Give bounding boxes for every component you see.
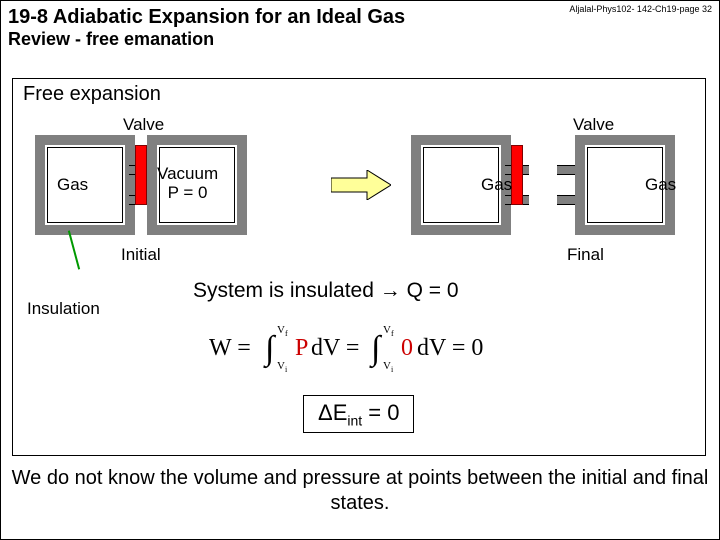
gas-label-2: Gas xyxy=(481,175,512,195)
content-box: Free expansion Valve Gas Vacuum P = 0 In… xyxy=(12,78,706,456)
final-label: Final xyxy=(567,245,604,265)
svg-text:i: i xyxy=(285,365,288,373)
svg-text:V: V xyxy=(383,324,391,336)
valve-label-left: Valve xyxy=(123,115,164,135)
gas-label-1: Gas xyxy=(57,175,88,195)
svg-text:dV = 0: dV = 0 xyxy=(417,335,483,361)
title-sub: Review - free emanation xyxy=(8,29,405,50)
insulation-line xyxy=(68,230,80,269)
title-block: 19-8 Adiabatic Expansion for an Ideal Ga… xyxy=(8,6,405,50)
eint-de: ΔE xyxy=(318,400,347,425)
gas-label-3: Gas xyxy=(645,175,676,195)
transition-arrow xyxy=(331,170,391,200)
svg-text:W =: W = xyxy=(209,335,251,361)
vacuum-label: Vacuum P = 0 xyxy=(157,165,218,202)
eint-sub: int xyxy=(347,412,362,428)
svg-text:f: f xyxy=(285,329,288,338)
vacuum-text: Vacuum xyxy=(157,164,218,183)
insulation-label: Insulation xyxy=(27,299,100,319)
eint-equation: ΔEint = 0 xyxy=(303,395,414,433)
svg-text:V: V xyxy=(277,360,285,372)
section-heading: Free expansion xyxy=(23,83,161,106)
eint-rhs: = 0 xyxy=(362,400,399,425)
p0-text: P = 0 xyxy=(168,183,208,202)
bottom-statement: We do not know the volume and pressure a… xyxy=(0,466,720,516)
initial-label: Initial xyxy=(121,245,161,265)
system-insulated-text: System is insulated → Q = 0 xyxy=(193,279,459,303)
title-main: 19-8 Adiabatic Expansion for an Ideal Ga… xyxy=(8,6,405,29)
svg-text:dV =: dV = xyxy=(311,335,359,361)
svg-text:P: P xyxy=(295,335,308,361)
svg-text:V: V xyxy=(383,360,391,372)
svg-text:∫: ∫ xyxy=(263,330,277,369)
svg-text:V: V xyxy=(277,324,285,336)
svg-text:∫: ∫ xyxy=(369,330,383,369)
svg-text:f: f xyxy=(391,329,394,338)
svg-text:i: i xyxy=(391,365,394,373)
work-equation: W = ∫ Vf Vi P dV = ∫ Vf Vi 0 dV = 0 xyxy=(209,319,509,378)
svg-text:0: 0 xyxy=(401,335,413,361)
diagram-area: Valve Gas Vacuum P = 0 Initial Valve Gas xyxy=(13,115,707,285)
header-ref: Aljalal-Phys102- 142-Ch19-page 32 xyxy=(569,4,712,14)
valve-label-right: Valve xyxy=(573,115,614,135)
